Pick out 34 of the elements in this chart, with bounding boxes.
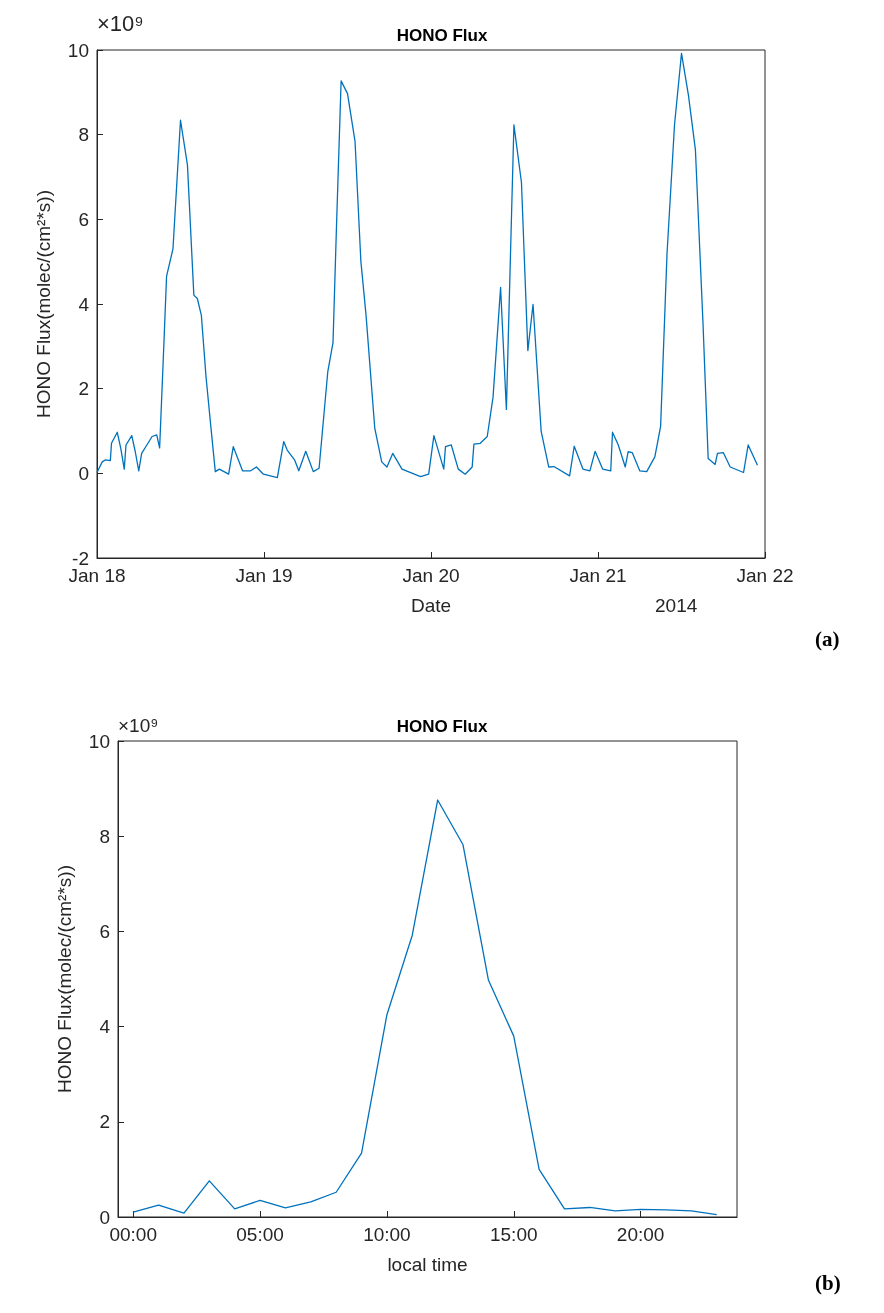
x-tick-label: Jan 19 (235, 565, 293, 586)
y-tick-label: 0 (99, 1206, 110, 1228)
y-tick-label: 2 (99, 1111, 110, 1133)
x-tick-label: 20:00 (616, 1224, 665, 1245)
y-tick-label: 8 (78, 124, 89, 146)
x-tick-label: 10:00 (363, 1224, 411, 1245)
x-tick-label: 15:00 (489, 1224, 538, 1245)
line-series (96, 52, 759, 479)
x-tick-label: Jan 22 (736, 565, 794, 586)
x-tick-label: 05:00 (236, 1224, 284, 1245)
text: ×10⁹ (97, 10, 144, 36)
y-tick-label: 4 (78, 293, 90, 315)
y-tick-label: 10 (88, 730, 110, 752)
x-tick-label: Jan 20 (402, 565, 460, 586)
y-axis-title: HONO Flux(molec/(cm²*s)) (33, 190, 54, 418)
y-axis-title: HONO Flux(molec/(cm²*s)) (54, 865, 75, 1093)
x-tick-label: 00:00 (109, 1224, 157, 1245)
y-tick-label: 6 (99, 920, 110, 942)
text: 2014 (655, 595, 698, 616)
y-tick-label: 2 (78, 378, 89, 400)
x-tick-label: Jan 21 (569, 565, 627, 586)
line-series (132, 799, 718, 1216)
y-tick-label: 10 (67, 39, 89, 61)
text: (a) (815, 626, 840, 651)
chart-title: HONO Flux (396, 717, 488, 736)
y-tick-label: 4 (99, 1016, 111, 1038)
x-axis-title: local time (387, 1254, 468, 1275)
y-tick-label: 6 (78, 208, 89, 230)
y-tick-label: 8 (99, 825, 110, 847)
text: ×10⁹ (118, 715, 159, 736)
y-tick-label: 0 (78, 462, 89, 484)
chart-title: HONO Flux (396, 26, 488, 45)
x-axis-title: Date (410, 595, 452, 616)
text: (b) (815, 1270, 841, 1295)
